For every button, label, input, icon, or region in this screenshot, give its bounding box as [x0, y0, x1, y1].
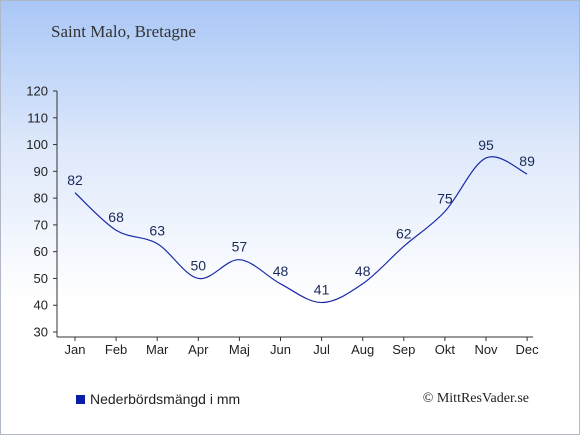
x-tick-label: Okt: [435, 342, 456, 357]
data-label: 50: [191, 257, 207, 273]
y-tick-label: 50: [34, 271, 48, 286]
x-tick-label: Jul: [313, 342, 330, 357]
y-tick-label: 100: [26, 137, 48, 152]
x-tick-label: Jun: [270, 342, 291, 357]
chart-title: Saint Malo, Bretagne: [51, 22, 196, 41]
x-tick-label: Sep: [392, 342, 415, 357]
x-tick-label: Aug: [351, 342, 374, 357]
x-tick-label: Jan: [65, 342, 86, 357]
y-tick-label: 30: [34, 325, 48, 340]
data-label: 48: [355, 263, 371, 279]
data-label: 75: [437, 191, 453, 207]
x-tick-label: Feb: [105, 342, 127, 357]
data-label: 48: [273, 263, 289, 279]
y-tick-label: 120: [26, 84, 48, 99]
y-tick-label: 70: [34, 217, 48, 232]
x-tick-label: Mar: [146, 342, 169, 357]
x-tick-label: Maj: [229, 342, 250, 357]
series-line-precipitation: [74, 156, 528, 304]
y-tick-label: 60: [34, 244, 48, 259]
y-tick-label: 40: [34, 298, 48, 313]
y-tick-label: 90: [34, 164, 48, 179]
y-tick-label: 110: [27, 110, 48, 125]
y-tick-label: 80: [34, 191, 48, 206]
legend-swatch: [76, 394, 85, 404]
data-label: 41: [314, 282, 330, 298]
legend-label: Nederbördsmängd i mm: [90, 391, 241, 407]
credit-text: © MittResVader.se: [422, 391, 529, 406]
data-label: 68: [108, 209, 124, 225]
x-tick-label: Apr: [188, 342, 209, 357]
data-label: 63: [149, 223, 165, 239]
data-label: 95: [478, 137, 494, 153]
data-label: 89: [519, 153, 535, 169]
legend: Nederbördsmängd i mm: [76, 391, 240, 407]
x-tick-label: Dec: [516, 342, 540, 357]
data-label: 62: [396, 225, 412, 241]
data-label: 57: [232, 239, 248, 255]
x-tick-label: Nov: [474, 342, 498, 357]
data-label: 82: [67, 172, 83, 188]
